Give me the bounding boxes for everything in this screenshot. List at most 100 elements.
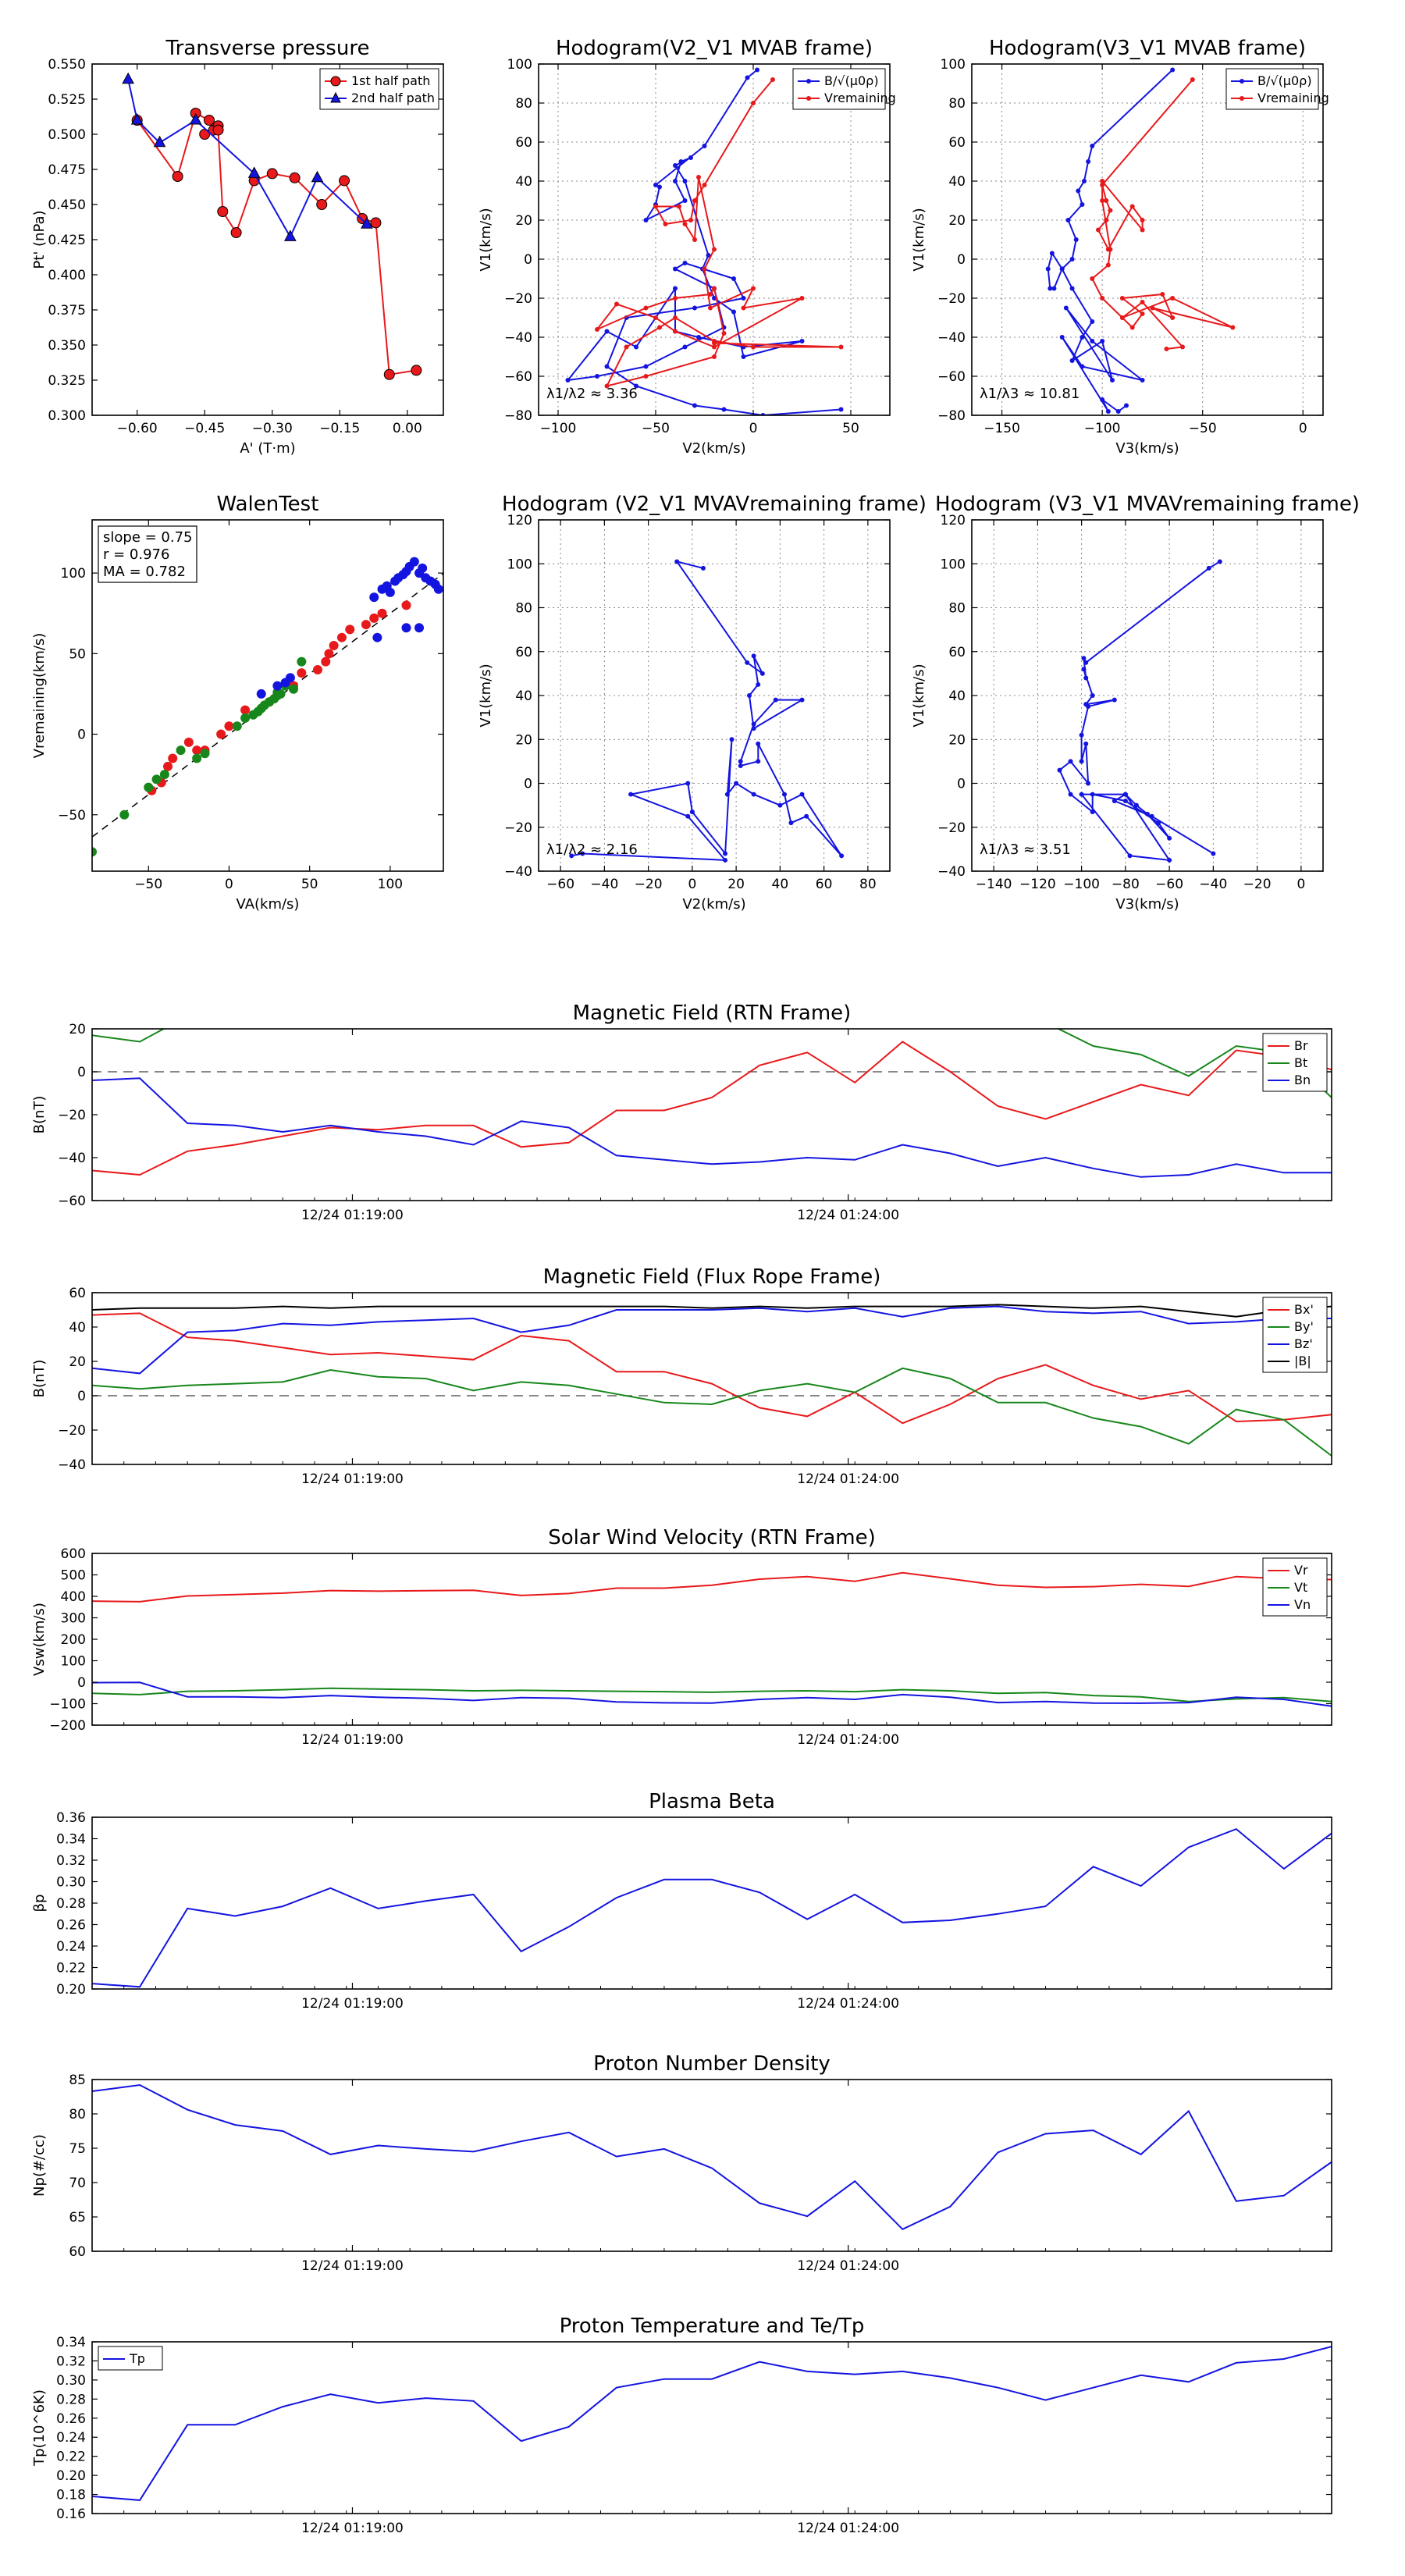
y-tick-label: 300 (61, 1611, 86, 1627)
point-Vremaining-22 (643, 305, 649, 311)
y-tick-label: 0 (77, 1389, 86, 1404)
x-tick-label: −40 (590, 877, 618, 892)
y-tick-label: 0.475 (48, 162, 86, 178)
legend-label: B/√(μ0ρ) (824, 73, 879, 88)
point-B____0__-21 (1063, 305, 1069, 311)
plot-content (92, 2083, 1332, 2231)
point-B-31 (1211, 851, 1216, 856)
legend: 1st half path 2nd half path (319, 68, 439, 110)
point-B____0__-23 (1140, 378, 1145, 382)
series-line-Bn (92, 1077, 1332, 1178)
legend-box (1225, 68, 1319, 110)
plot-content (92, 2346, 1332, 2501)
y-tick-label: −20 (937, 291, 966, 307)
point-B-17 (1090, 809, 1095, 815)
point-B____0__-19 (1100, 339, 1105, 343)
point-Vremaining-14 (751, 286, 756, 291)
y-tick-label: 0.325 (48, 373, 86, 389)
legend-label: Bx' (1294, 1302, 1314, 1317)
point-Vremaining-16 (799, 296, 805, 301)
point-B____0__-31 (673, 266, 678, 272)
x-tick-label: 12/24 01:19:00 (301, 1208, 404, 1223)
point-Vremaining-21 (595, 327, 599, 332)
x-axis-label: V3(km/s) (1115, 440, 1179, 457)
timeseries-7: 12/24 01:19:00 12/24 01:24:00 −40 −20 0 20 40 6… (31, 1265, 1332, 1487)
point-1st_half_path-7 (212, 124, 224, 136)
point-blue-21 (414, 623, 425, 633)
point-B____0__-12 (682, 179, 688, 183)
point-red-12 (321, 656, 331, 667)
point-Vremaining-4 (1104, 218, 1109, 222)
y-tick-label: 80 (948, 96, 966, 112)
point-Vremaining-29 (604, 383, 610, 389)
y-tick-label: 0.300 (48, 408, 86, 424)
x-axis-label: V3(km/s) (1115, 896, 1179, 913)
x-tick-label: 12/24 01:24:00 (797, 1471, 899, 1487)
plot-area (92, 1553, 1332, 1725)
y-tick-label: 0 (957, 777, 966, 792)
y-tick-label: −40 (937, 330, 966, 346)
point-1st_half_path-3 (204, 115, 215, 126)
stats-r: r = 0.976 (103, 546, 169, 563)
point-Vremaining-24 (1119, 315, 1125, 320)
stats-ma: MA = 0.782 (103, 564, 186, 580)
point-B____0__-6 (1065, 218, 1071, 222)
y-tick-label: 20 (948, 732, 966, 748)
legend-marker-0 (330, 76, 341, 87)
y-tick-label: 40 (515, 174, 532, 190)
y-axis-label: Vsw(km/s) (31, 1603, 48, 1676)
point-B-11 (1079, 759, 1084, 764)
point-red-2 (163, 761, 173, 771)
y-tick-label: 20 (515, 732, 532, 748)
x-tick-label: −100 (1084, 421, 1121, 436)
y-tick-label: 0.26 (56, 1918, 86, 1934)
point-B____0__-10 (1051, 286, 1057, 291)
point-Vremaining-7 (1129, 204, 1135, 209)
point-B____0__-27 (643, 364, 649, 369)
legend-label: Br (1294, 1038, 1308, 1053)
point-B-22 (1145, 811, 1150, 817)
point-B____0__-16 (1090, 319, 1095, 324)
panel-0: −0.60 −0.45 −0.30 −0.15 0.00 0.300 0.325 0.350 0… (31, 37, 444, 457)
point-B-30 (1149, 813, 1154, 819)
x-tick-label: −50 (134, 877, 162, 892)
y-tick-label: −20 (504, 820, 532, 836)
series-line-Np (92, 2083, 1332, 2231)
timeseries-8: 12/24 01:19:00 12/24 01:24:00 −200 −100 0 100… (31, 1526, 1332, 1748)
y-tick-label: 0 (77, 1675, 86, 1691)
y-axis-label: V1(km/s) (911, 208, 927, 271)
x-axis-label: V2(km/s) (682, 440, 745, 457)
point-Vremaining-10 (1100, 179, 1105, 183)
y-tick-label: 20 (948, 213, 966, 229)
point-B-10 (1079, 732, 1084, 738)
y-tick-label: 0.36 (56, 1810, 86, 1826)
point-1st_half_path-17 (383, 368, 395, 380)
point-2nd_half_path-0 (122, 72, 134, 84)
point-Vremaining-12 (702, 266, 707, 272)
point-Vremaining-15 (1100, 296, 1105, 301)
point-Vremaining-27 (1164, 347, 1169, 351)
point-green-4 (159, 770, 169, 780)
point-blue-22 (372, 632, 382, 642)
point-B-1 (674, 559, 680, 564)
point-Vremaining-24 (708, 292, 713, 297)
legend-label: Bt (1294, 1055, 1307, 1070)
plot-content (92, 1029, 1332, 1178)
x-tick-label: 0 (1297, 877, 1305, 892)
point-red-3 (168, 753, 178, 763)
y-tick-label: 40 (515, 688, 532, 704)
point-B____0__-14 (1059, 266, 1065, 272)
point-B____0__-13 (706, 253, 711, 258)
y-tick-label: 100 (941, 557, 966, 572)
point-B____0__-23 (634, 344, 638, 350)
plot-content (1057, 559, 1222, 863)
point-red-19 (401, 600, 411, 610)
legend: Bx' By' Bz' |B| (1262, 1297, 1328, 1373)
plot-content (569, 559, 845, 863)
plot-frame (538, 63, 891, 416)
y-tick-label: 20 (69, 1022, 86, 1037)
y-axis-label: Tp(10^6K) (31, 2389, 48, 2467)
point-Vremaining-20 (614, 301, 619, 307)
y-tick-label: 40 (948, 688, 966, 704)
